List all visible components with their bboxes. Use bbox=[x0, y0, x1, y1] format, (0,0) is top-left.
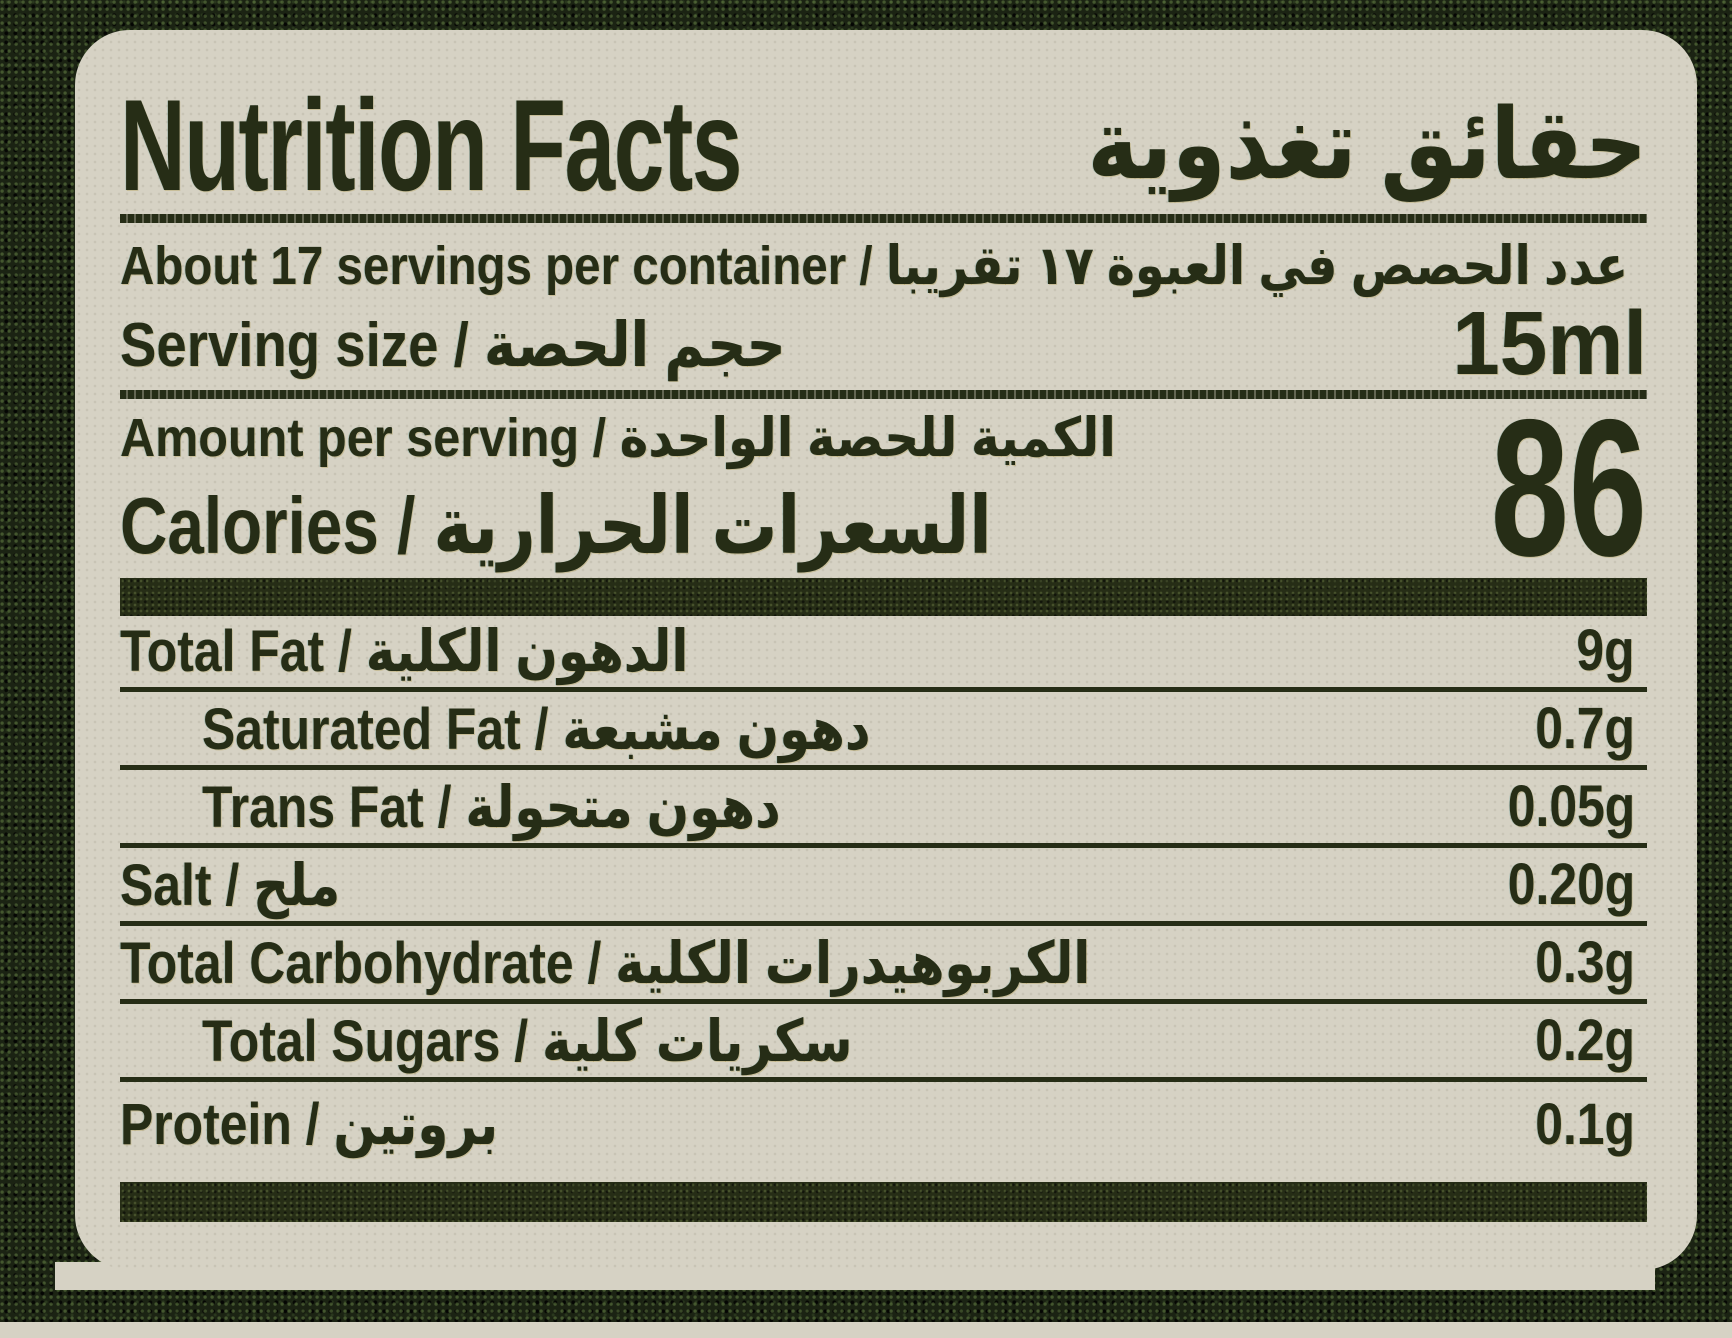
nutrient-label: Trans Fat / دهون متحولة bbox=[202, 774, 781, 840]
bottom-paper-strip bbox=[0, 1322, 1732, 1338]
calories-value: 86 bbox=[1490, 379, 1647, 598]
title-english: Nutrition Facts bbox=[120, 72, 742, 218]
amount-per-serving-label: Amount per serving / الكمية للحصة الواحد… bbox=[120, 408, 1116, 468]
calories-row: Amount per serving / الكمية للحصة الواحد… bbox=[120, 379, 1647, 598]
serving-size-row: Serving size / حجم الحصة 15ml bbox=[120, 294, 1647, 394]
nutrient-row-saturated-fat: Saturated Fat / دهون مشبعة 0.7g bbox=[120, 692, 1647, 770]
nutrient-row-protein: Protein / بروتين 0.1g bbox=[120, 1082, 1647, 1166]
nutrient-value: 9g bbox=[1576, 618, 1635, 683]
nutrient-value: 0.2g bbox=[1535, 1008, 1635, 1073]
nutrient-value: 0.05g bbox=[1507, 774, 1635, 839]
nutrient-label: Total Fat / الدهون الكلية bbox=[120, 618, 689, 684]
nutrient-label: Total Carbohydrate / الكربوهيدرات الكلية bbox=[120, 930, 1091, 996]
nutrient-row-total-fat: Total Fat / الدهون الكلية 9g bbox=[120, 614, 1647, 692]
serving-size-label: Serving size / حجم الحصة bbox=[120, 310, 786, 380]
servings-per-container-text: About 17 servings per container / عدد ال… bbox=[120, 235, 1629, 296]
calories-label: Calories / السعرات الحرارية bbox=[120, 481, 992, 570]
serving-size-value: 15ml bbox=[1452, 293, 1647, 394]
nutrient-value: 0.7g bbox=[1535, 696, 1635, 761]
nutrient-label: Total Sugars / سكريات كلية bbox=[202, 1008, 853, 1074]
nutrient-value: 0.3g bbox=[1535, 930, 1635, 995]
title-row: Nutrition Facts حقائق تغذوية bbox=[120, 72, 1647, 218]
nutrient-value: 0.20g bbox=[1507, 852, 1635, 917]
nutrient-row-trans-fat: Trans Fat / دهون متحولة 0.05g bbox=[120, 770, 1647, 848]
thick-divider-top bbox=[120, 578, 1647, 616]
separator-under-serving-size bbox=[120, 390, 1647, 399]
servings-per-container-row: About 17 servings per container / عدد ال… bbox=[120, 230, 1647, 300]
separator-under-title bbox=[120, 214, 1647, 223]
nutrient-value: 0.1g bbox=[1535, 1091, 1635, 1157]
nutrient-row-total-carbohydrate: Total Carbohydrate / الكربوهيدرات الكلية… bbox=[120, 926, 1647, 1004]
nutrient-label: Salt / ملح bbox=[120, 852, 341, 918]
title-arabic: حقائق تغذوية bbox=[1087, 89, 1647, 199]
nutrient-row-salt: Salt / ملح 0.20g bbox=[120, 848, 1647, 926]
nutrient-label: Protein / بروتين bbox=[120, 1092, 499, 1157]
thick-divider-bottom bbox=[120, 1182, 1647, 1222]
nutrition-facts-label: Nutrition Facts حقائق تغذوية About 17 se… bbox=[75, 30, 1697, 1270]
calories-labels: Amount per serving / الكمية للحصة الواحد… bbox=[120, 406, 1227, 572]
nutrient-label: Saturated Fat / دهون مشبعة bbox=[202, 696, 871, 762]
nutrient-row-total-sugars: Total Sugars / سكريات كلية 0.2g bbox=[120, 1004, 1647, 1082]
